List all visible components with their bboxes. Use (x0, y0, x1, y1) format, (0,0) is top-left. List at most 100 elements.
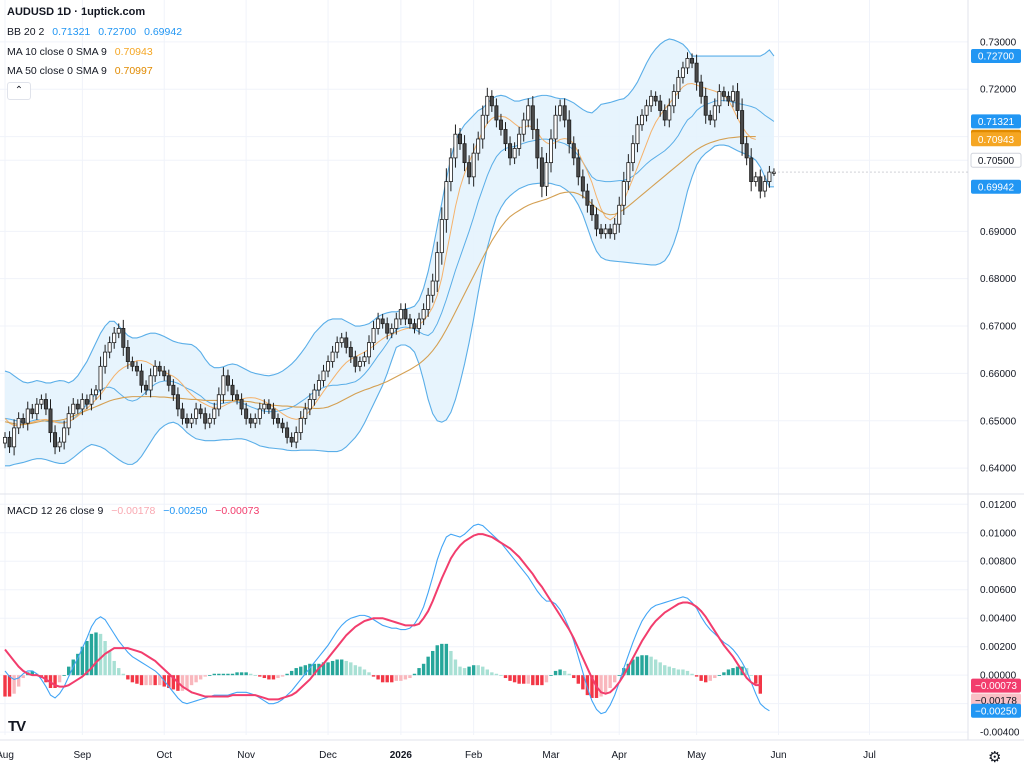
candle-body (494, 105, 499, 121)
collapse-legend-button[interactable]: ⌃ (7, 82, 31, 100)
macd-histogram-bar (308, 663, 312, 676)
macd-histogram-bar (526, 675, 530, 684)
ma10-legend-value: 0.70943 (114, 46, 153, 58)
price-axis-tick-label: 0.69000 (980, 227, 1017, 238)
ma10-legend-label: MA 10 close 0 SMA 9 (7, 46, 107, 58)
candle-body (680, 67, 685, 78)
candle-body (517, 133, 522, 149)
macd-histogram-bar (117, 668, 121, 676)
macd-axis-tick-label: 0.00200 (980, 642, 1017, 653)
macd-histogram-bar (535, 675, 540, 686)
macd-histogram-bar (335, 659, 339, 676)
candle-body (225, 375, 230, 386)
bb-fill (5, 39, 774, 466)
candle-body (544, 162, 549, 187)
macd-axis-tick-label: 0.00000 (980, 671, 1017, 682)
candle-body (480, 114, 485, 140)
macd-histogram-bar (244, 672, 248, 676)
badge-bb_lower-label: 0.69942 (978, 182, 1015, 193)
macd-histogram-bar (421, 663, 426, 676)
macd-histogram-bar (617, 675, 621, 676)
macd-histogram-bar (340, 659, 344, 676)
macd-histogram-bar (112, 660, 116, 676)
macd-histogram-bar (258, 675, 262, 677)
macd-histogram-bar (12, 675, 16, 694)
macd-histogram-bar (267, 675, 271, 680)
macd-histogram-bar (85, 641, 89, 676)
candle-body (585, 190, 590, 206)
macd-histogram-bar (212, 673, 216, 676)
price-badges: 0.727000.713210.709970.709430.705000.699… (773, 49, 1022, 718)
macd-histogram-bar (499, 675, 503, 676)
ma50-line (4, 136, 756, 426)
candle-body (735, 91, 740, 111)
candle-body (357, 361, 362, 367)
ma50-legend-label: MA 50 close 0 SMA 9 (7, 65, 107, 77)
candle-body (153, 365, 158, 377)
bollinger-bands (4, 38, 775, 467)
grid (0, 0, 1024, 741)
macd-histogram-bar (67, 666, 71, 676)
macd-histogram-bar (471, 665, 476, 676)
macd-histogram-bar (754, 675, 758, 684)
bb-legend-basis: 0.71321 (52, 26, 91, 38)
macd-histogram-bar (426, 656, 430, 676)
macd-histogram-bar (299, 666, 303, 676)
time-axis-tick-label: Mar (542, 750, 560, 761)
macd-histogram-bar (121, 673, 125, 676)
candle-body (640, 114, 645, 126)
macd-histogram-bar (635, 656, 640, 676)
macd-histogram-bar (376, 675, 380, 680)
ma50-legend[interactable]: MA 50 close 0 SMA 9 0.70997 (7, 64, 158, 78)
candle-body (580, 176, 585, 192)
macd-histogram-bar (449, 650, 453, 676)
candle-body (339, 337, 344, 344)
macd-histogram-bar (3, 675, 7, 697)
macd-histogram-bar (690, 673, 694, 676)
macd-histogram-bar (217, 673, 221, 676)
badge-macd (971, 703, 1021, 718)
candle-body (221, 375, 226, 396)
macd-legend[interactable]: MACD 12 26 close 9 −0.00178 −0.00250 −0.… (7, 504, 264, 518)
macd-histogram-bar (494, 673, 499, 676)
candle-body (212, 408, 217, 419)
candle-body (303, 408, 308, 419)
candle-body (326, 361, 331, 372)
macd-lines (4, 523, 770, 715)
macd-histogram-bar (708, 675, 712, 681)
macd-histogram-bar (16, 675, 21, 687)
bb-legend[interactable]: BB 20 2 0.71321 0.72700 0.69942 (7, 25, 187, 39)
candle-body (630, 143, 635, 164)
candle-body (439, 219, 444, 254)
macd-histogram-bar (399, 675, 403, 681)
macd-histogram-bar (135, 675, 139, 684)
macd-histogram-bar (553, 670, 558, 676)
candle-body (576, 157, 581, 178)
macd-histogram-bar (458, 666, 462, 676)
ma10-legend[interactable]: MA 10 close 0 SMA 9 0.70943 (7, 45, 158, 59)
macd-histogram-bar (572, 675, 576, 679)
bb-basis-line (4, 100, 775, 423)
candle-body (84, 399, 89, 405)
candle-body (207, 418, 212, 424)
macd-histogram-bar (503, 675, 508, 679)
macd-histogram-bar (126, 675, 130, 680)
macd-histogram-bar (681, 669, 685, 676)
macd-histogram-bar (467, 666, 471, 676)
candle-body (75, 403, 80, 410)
candle-body (230, 384, 235, 396)
candle-body (280, 422, 285, 429)
candle-body (3, 436, 8, 444)
candle-body (721, 91, 726, 97)
candle-body (530, 105, 535, 130)
candle-body (521, 119, 526, 135)
tradingview-logo[interactable]: TV (8, 718, 26, 735)
gear-icon[interactable]: ⚙ (988, 749, 1002, 766)
candle-body (53, 432, 58, 448)
chart-title: AUDUSD 1D · 1uptick.com (7, 5, 150, 19)
macd-histogram-bar (658, 662, 662, 676)
macd-histogram-bar (30, 670, 34, 676)
price-axis-tick-label: 0.64000 (980, 464, 1017, 475)
macd-histogram-bar (230, 673, 235, 676)
